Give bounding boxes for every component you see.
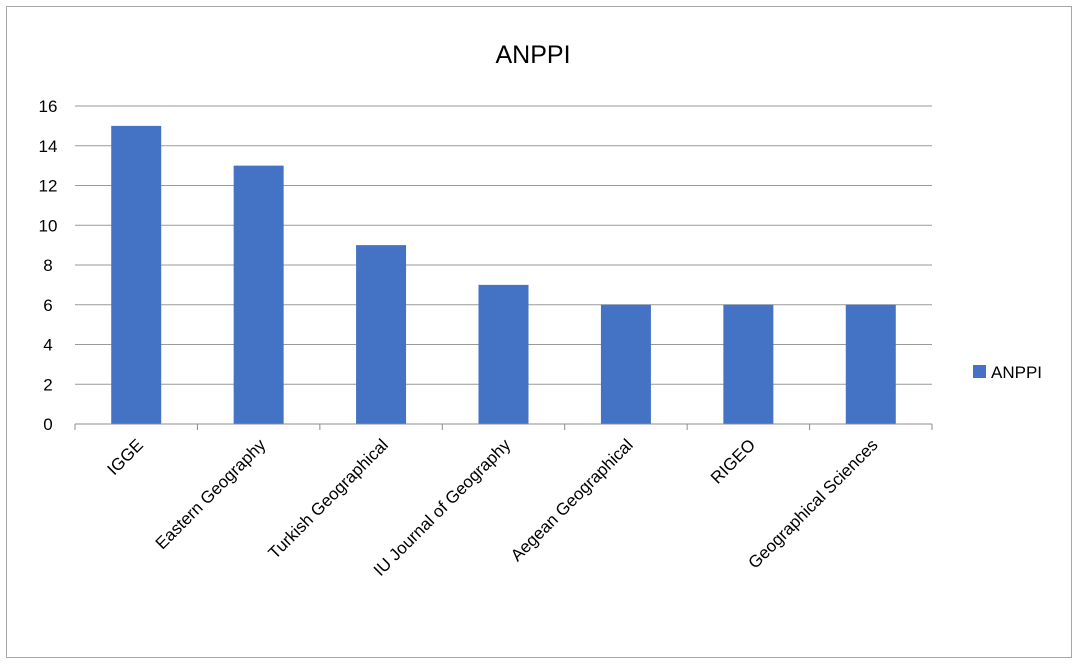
y-tick-label-12: 12 bbox=[39, 177, 58, 196]
y-tick-label-0: 0 bbox=[43, 415, 52, 434]
category-label-2: Eastern Geography bbox=[152, 435, 270, 553]
category-label-7: Geographical Sciences bbox=[745, 435, 882, 572]
bar-7 bbox=[845, 304, 896, 424]
category-label-6: RIGEO bbox=[707, 435, 759, 487]
y-tick-label-10: 10 bbox=[39, 216, 58, 235]
y-axis-tick-labels: 0 2 4 6 8 10 12 14 16 bbox=[39, 97, 58, 434]
legend-swatch bbox=[973, 365, 986, 378]
category-label-1: IGGE bbox=[104, 435, 147, 478]
y-tick-label-2: 2 bbox=[43, 375, 52, 394]
bar-6 bbox=[723, 304, 774, 424]
bar-5 bbox=[600, 304, 651, 424]
y-tick-label-16: 16 bbox=[39, 97, 58, 116]
y-tick-label-8: 8 bbox=[43, 256, 52, 275]
category-label-4: IU Journal of Geography bbox=[370, 435, 515, 580]
y-tick-label-14: 14 bbox=[39, 137, 58, 156]
bar-4 bbox=[478, 284, 529, 424]
bar-3 bbox=[356, 245, 407, 424]
y-tick-label-6: 6 bbox=[43, 296, 52, 315]
bars bbox=[111, 125, 896, 424]
bar-1 bbox=[111, 125, 162, 424]
x-axis bbox=[74, 423, 933, 430]
category-label-5: Aegean Geographical bbox=[507, 435, 637, 565]
category-label-3: Turkish Geographical bbox=[265, 435, 392, 562]
chart-title: ANPPI bbox=[495, 41, 570, 69]
bar-2 bbox=[233, 165, 284, 424]
legend: ANPPI bbox=[973, 363, 1042, 382]
legend-label: ANPPI bbox=[991, 363, 1042, 382]
y-tick-label-4: 4 bbox=[43, 336, 52, 355]
gridlines bbox=[75, 105, 932, 385]
